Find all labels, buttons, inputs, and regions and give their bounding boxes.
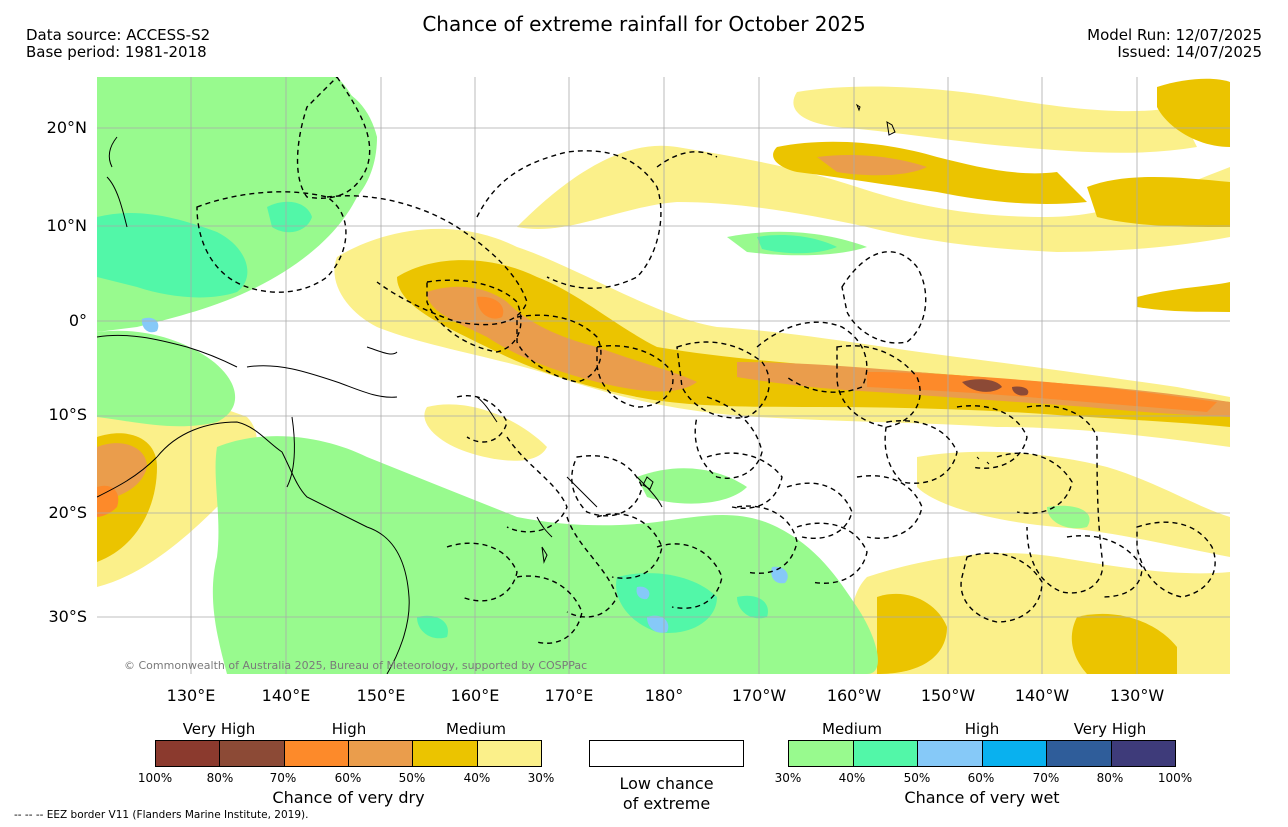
lat-label-20n: 20°N <box>46 118 87 137</box>
dry-tick: 50% <box>398 771 426 785</box>
eez-footnote: -- -- -- EEZ border V11 (Flanders Marine… <box>14 809 309 821</box>
dry-tick: 80% <box>206 771 234 785</box>
dry-tick: 60% <box>334 771 362 785</box>
rainfall-map <box>97 77 1230 674</box>
wet-tick: 30% <box>774 771 802 785</box>
legend-dry-medium: Medium <box>446 720 506 738</box>
lon-label-170w: 170°W <box>731 686 787 705</box>
wet-tick: 70% <box>1032 771 1060 785</box>
data-source: Data source: ACCESS-S2 <box>26 26 211 44</box>
lat-label-20s: 20°S <box>48 503 87 522</box>
issued-date: Issued: 14/07/2025 <box>1117 43 1262 61</box>
lon-label-150e: 150°E <box>356 686 406 705</box>
dry-swatch-6 <box>477 741 541 766</box>
legend-wet-high: High <box>964 720 1000 738</box>
model-run: Model Run: 12/07/2025 <box>1087 26 1262 44</box>
map-copyright: © Commonwealth of Australia 2025, Bureau… <box>124 659 588 672</box>
dry-tick: 40% <box>463 771 491 785</box>
legend-dry-title: Chance of very dry <box>272 788 425 807</box>
legend-wet-title: Chance of very wet <box>904 788 1060 807</box>
wet-swatch-3 <box>918 741 983 766</box>
low-chance-line2: of extreme <box>622 794 711 813</box>
dry-swatch-2 <box>220 741 285 766</box>
dry-swatch-5 <box>413 741 478 766</box>
lon-label-130w: 130°W <box>1109 686 1165 705</box>
dry-swatch-1 <box>156 741 221 766</box>
lat-label-10s: 10°S <box>48 405 87 424</box>
dry-tick: 100% <box>137 771 173 785</box>
legend-low-chance-swatch <box>589 740 744 767</box>
legend-low-chance: Low chance of extreme <box>589 774 744 814</box>
dry-swatch-3 <box>284 741 349 766</box>
legend-dry-high: High <box>331 720 367 738</box>
wet-swatch-2 <box>853 741 918 766</box>
wet-swatch-4 <box>982 741 1047 766</box>
lon-label-160w: 160°W <box>826 686 882 705</box>
dry-swatch-4 <box>348 741 414 766</box>
base-period: Base period: 1981-2018 <box>26 43 207 61</box>
wet-tick: 80% <box>1096 771 1124 785</box>
wet-tick: 50% <box>903 771 931 785</box>
lat-label-30s: 30°S <box>48 607 87 626</box>
legend-wet-medium: Medium <box>822 720 882 738</box>
lat-label-10n: 10°N <box>46 216 87 235</box>
lon-label-150w: 150°W <box>920 686 976 705</box>
lon-label-180: 180° <box>644 686 684 705</box>
wet-tick: 100% <box>1157 771 1193 785</box>
legend-wet-very-high: Very High <box>1073 720 1147 738</box>
lon-label-130e: 130°E <box>166 686 216 705</box>
map-title: Chance of extreme rainfall for October 2… <box>422 12 866 36</box>
wet-tick: 60% <box>967 771 995 785</box>
lon-label-160e: 160°E <box>450 686 500 705</box>
meta-right: Model Run: 12/07/2025 Issued: 14/07/2025 <box>1087 27 1262 61</box>
wet-swatch-6 <box>1111 741 1175 766</box>
lon-label-140e: 140°E <box>261 686 311 705</box>
wet-swatch-5 <box>1047 741 1112 766</box>
islands <box>541 103 990 564</box>
lat-label-0: 0° <box>68 311 87 330</box>
dry-tick: 30% <box>527 771 555 785</box>
legend-dry-colorbar <box>155 740 542 767</box>
eez-borders <box>196 77 1216 644</box>
dry-tick: 70% <box>269 771 297 785</box>
low-chance-line1: Low chance <box>619 774 714 793</box>
lon-label-140w: 140°W <box>1014 686 1070 705</box>
legend-wet-colorbar <box>788 740 1176 767</box>
lon-label-170e: 170°E <box>544 686 594 705</box>
coastlines <box>97 136 663 674</box>
wet-tick: 40% <box>838 771 866 785</box>
legend-dry-very-high: Very High <box>182 720 256 738</box>
wet-swatch-1 <box>789 741 854 766</box>
meta-left: Data source: ACCESS-S2 Base period: 1981… <box>26 27 210 61</box>
dry-very-high-areas <box>962 379 1029 396</box>
